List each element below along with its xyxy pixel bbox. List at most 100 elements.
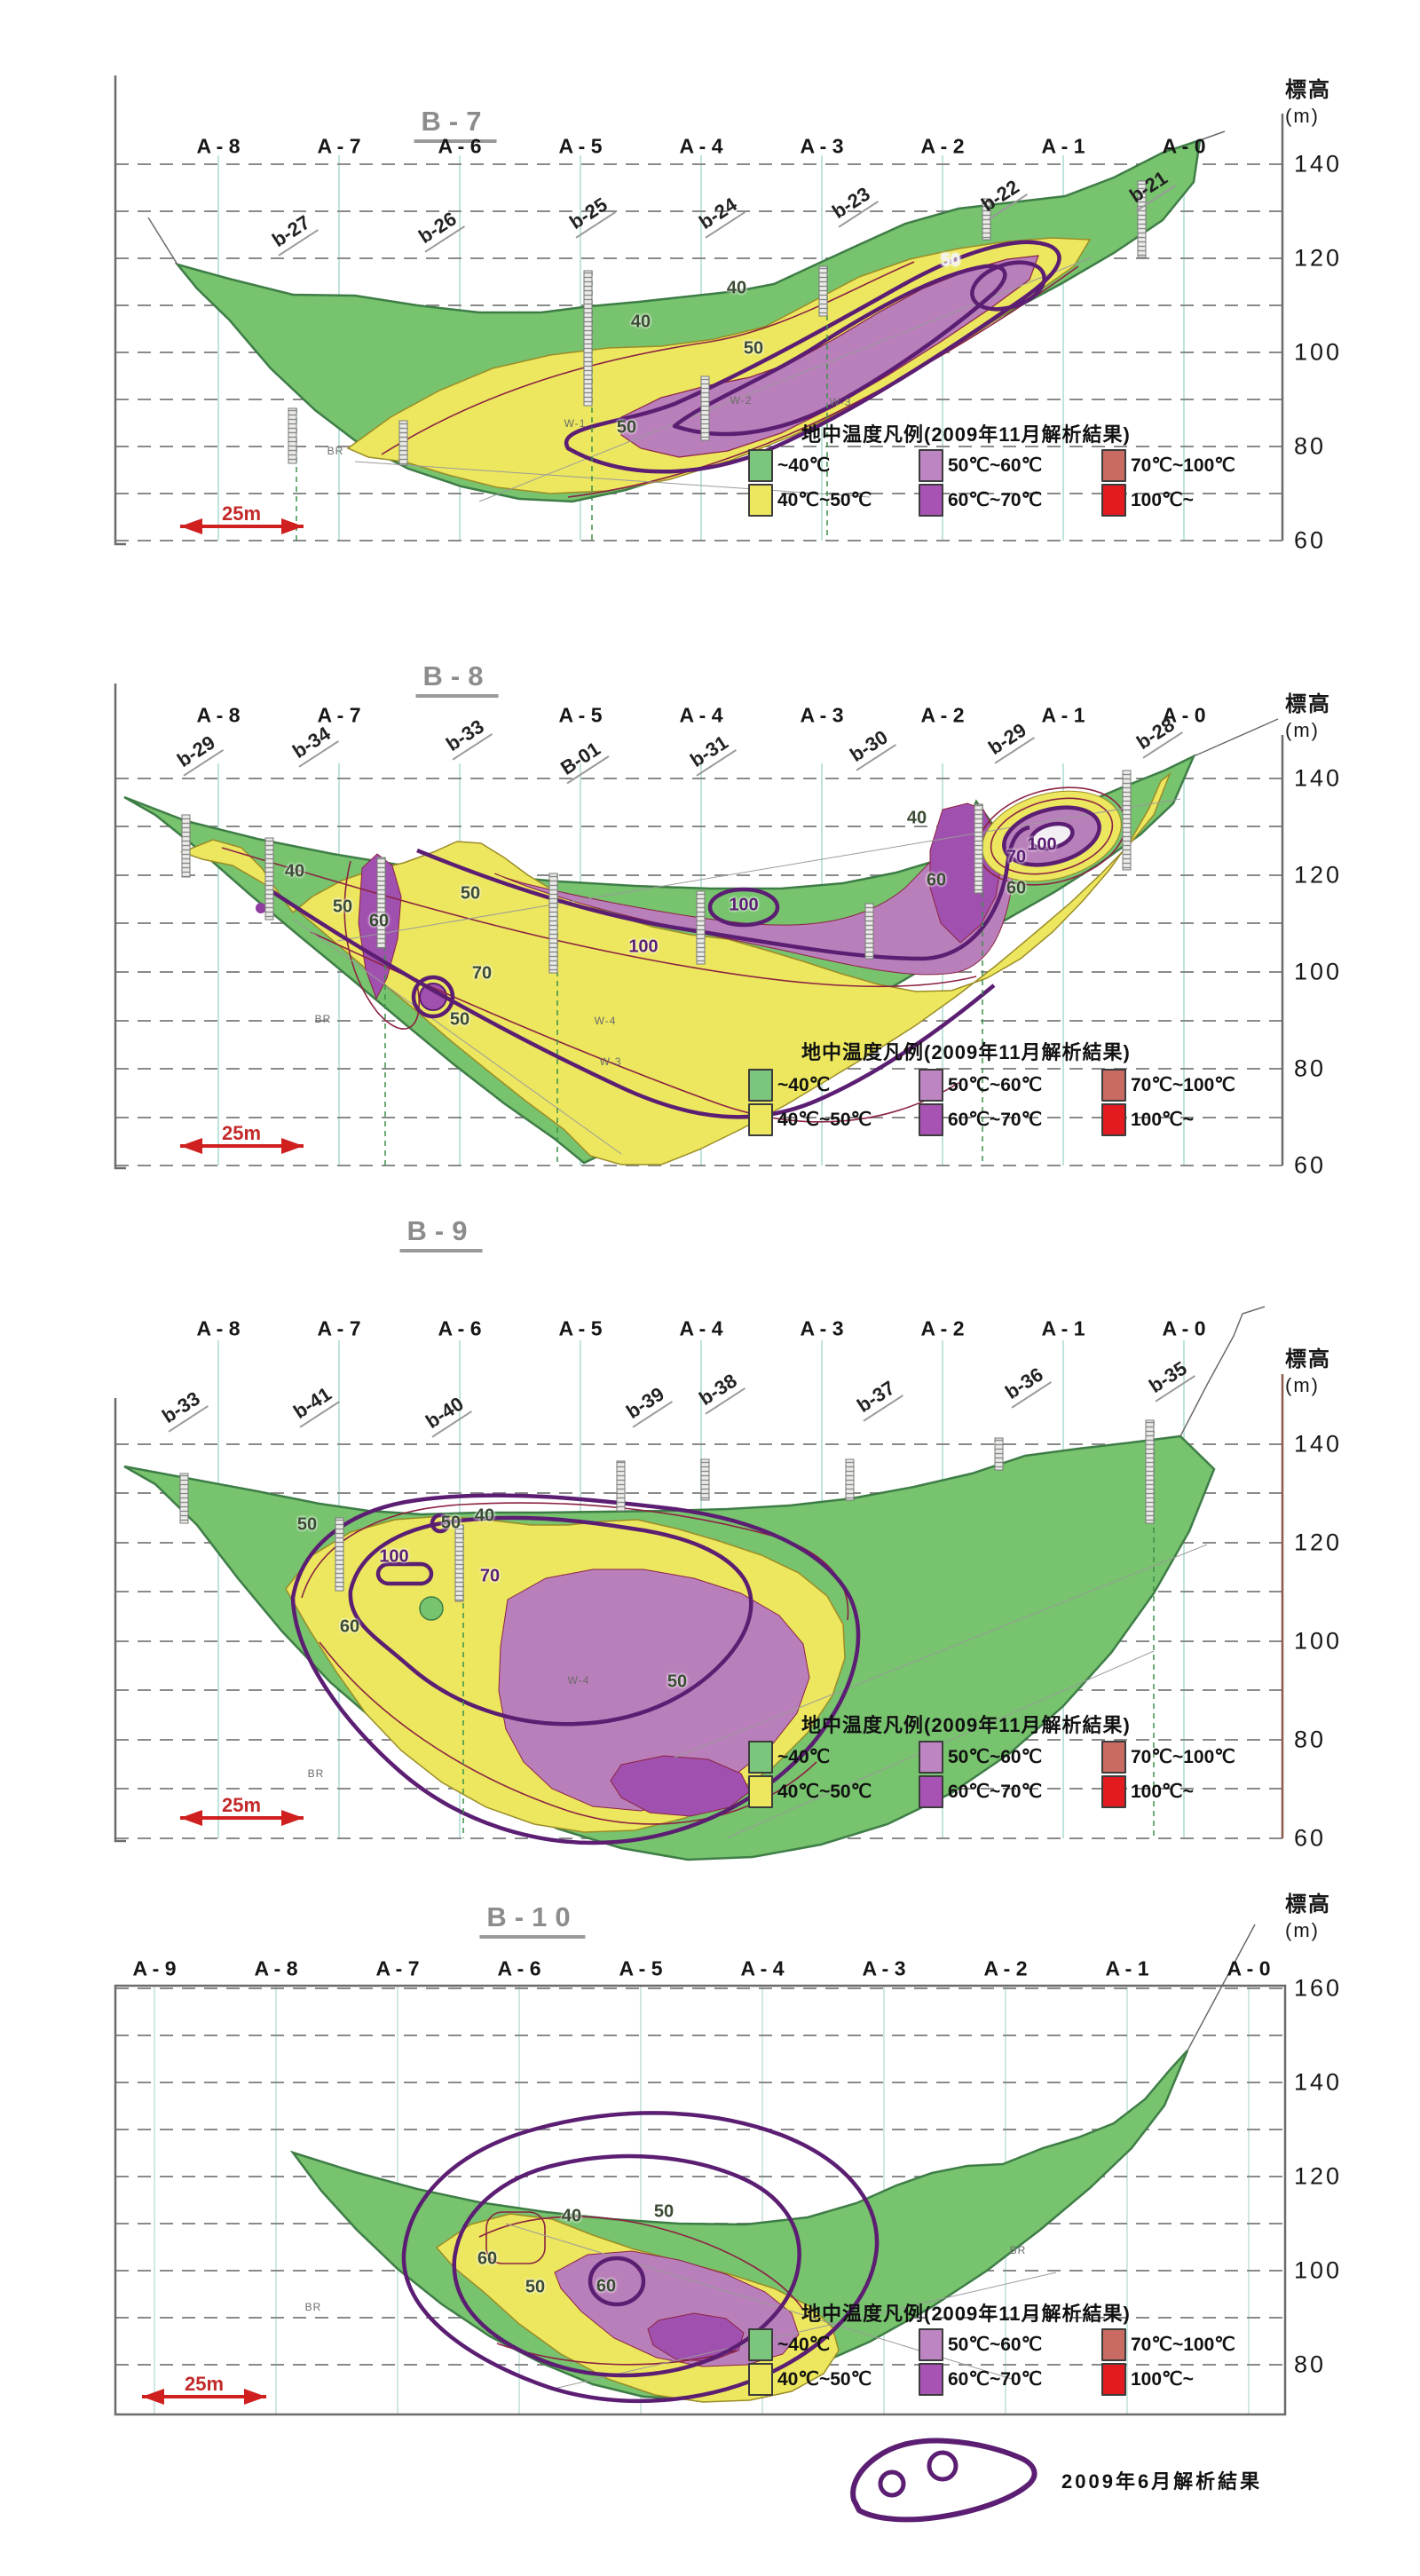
legend-swatch <box>919 1741 943 1774</box>
panel-title-b7: B-7 <box>414 106 497 143</box>
legend-label: 40℃~50℃ <box>777 2369 872 2390</box>
legend-swatch <box>748 1103 773 1136</box>
contour-label: 60 <box>368 911 390 931</box>
elevation-tick: 120 <box>1294 2162 1343 2190</box>
legend-swatch <box>1101 2328 1126 2361</box>
column-label: A - 3 <box>862 1956 906 1980</box>
contour-label: 50 <box>525 2277 546 2297</box>
legend-b7: ~40℃ 50℃~60℃ 70℃~100℃ 40℃~50℃ 60℃~70℃ 100℃~ <box>748 448 1295 518</box>
column-label: A - 3 <box>800 1316 844 1340</box>
b8-left-axis <box>114 684 126 1170</box>
legend-swatch <box>919 1069 943 1102</box>
elevation-axis-title-b10: 標高 (m) <box>1285 1891 1331 1944</box>
legend-swatch <box>919 449 943 482</box>
legend-title-b8: 地中温度凡例(2009年11月解析結果) <box>801 1041 1131 1063</box>
legend-label: ~40℃ <box>777 1747 831 1767</box>
b8-spot-2 <box>256 903 266 913</box>
legend-title-b10: 地中温度凡例(2009年11月解析結果) <box>801 2303 1131 2325</box>
column-label: A - 0 <box>1227 1956 1271 1980</box>
legend-item: ~40℃ <box>748 1068 919 1102</box>
elevation-tick: 120 <box>1294 861 1343 889</box>
rock-mark-label: W-3 <box>829 396 852 408</box>
legend-swatch <box>748 449 773 482</box>
elevation-tick: 100 <box>1294 2256 1343 2284</box>
elevation-tick: 140 <box>1294 150 1343 178</box>
legend-item: 60℃~70℃ <box>919 483 1101 518</box>
legend-item: 60℃~70℃ <box>919 1774 1101 1809</box>
scale-label-b7: 25m <box>221 502 262 525</box>
column-label: A - 7 <box>317 134 361 158</box>
legend-item: 50℃~60℃ <box>919 2327 1101 2362</box>
elevation-tick: 140 <box>1294 2068 1343 2096</box>
column-label: A - 8 <box>196 703 241 727</box>
legend-label: 100℃~ <box>1131 1110 1194 1130</box>
contour-label: 40 <box>474 1505 495 1526</box>
legend-item: 70℃~100℃ <box>1101 1068 1295 1102</box>
rock-mark-label: W-4 <box>594 1015 617 1027</box>
axis-label: 標高 <box>1285 78 1331 102</box>
column-label: A - 8 <box>254 1956 298 1980</box>
b8-section <box>114 684 1284 1170</box>
legend-title-b9: 地中温度凡例(2009年11月解析結果) <box>801 1714 1131 1736</box>
b7-section <box>114 75 1284 546</box>
column-label: A - 2 <box>920 134 965 158</box>
contour-label: 100 <box>628 936 659 957</box>
legend-b10: ~40℃ 50℃~60℃ 70℃~100℃ 40℃~50℃ 60℃~70℃ 100℃~ <box>748 2327 1295 2397</box>
elevation-tick: 60 <box>1294 1824 1327 1852</box>
column-label: A - 0 <box>1162 703 1206 727</box>
elevation-axis-title-b8: 標高 (m) <box>1285 691 1331 744</box>
scale-label-b8: 25m <box>221 1122 262 1144</box>
legend-label: 40℃~50℃ <box>777 1110 872 1130</box>
legend-item: 40℃~50℃ <box>748 2362 919 2397</box>
legend-title-b7: 地中温度凡例(2009年11月解析結果) <box>801 423 1131 446</box>
elevation-tick: 100 <box>1294 338 1343 366</box>
column-label: A - 0 <box>1162 134 1206 158</box>
column-label: A - 2 <box>920 703 965 727</box>
legend-item: 50℃~60℃ <box>919 1740 1101 1774</box>
legend-label: 40℃~50℃ <box>777 1782 872 1802</box>
b8-thin-contours <box>221 786 1126 1123</box>
legend-item: ~40℃ <box>748 2327 919 2362</box>
b10-frame <box>114 1984 1287 2416</box>
b8-ring-core <box>1032 825 1071 848</box>
legend-swatch <box>1101 449 1126 482</box>
column-label: A - 6 <box>438 1316 482 1340</box>
legend-swatch <box>919 484 943 517</box>
column-label: A - 2 <box>983 1956 1028 1980</box>
contour-label: 40 <box>630 312 651 332</box>
legend-swatch <box>919 1103 943 1136</box>
column-label: A - 3 <box>800 134 844 158</box>
contour-label: 40 <box>906 808 927 828</box>
elevation-tick: 100 <box>1294 1627 1343 1655</box>
rock-mark-label: BR <box>307 1767 325 1780</box>
column-label: A - 0 <box>1162 1316 1206 1340</box>
column-label: A - 1 <box>1041 1316 1085 1340</box>
b10-section <box>114 1924 1287 2416</box>
b9-june-contours <box>290 1493 861 1845</box>
rock-mark-label: BR <box>304 2301 322 2313</box>
june-result-label: 2009年6月解析結果 <box>1061 2470 1263 2493</box>
b9-thin-contours <box>301 1502 849 1825</box>
contour-label: 100 <box>729 895 759 915</box>
legend-label: 70℃~100℃ <box>1131 1747 1235 1767</box>
legend-item: ~40℃ <box>748 1740 919 1774</box>
elevation-tick: 80 <box>1294 432 1327 460</box>
legend-label: 70℃~100℃ <box>1131 1075 1235 1095</box>
b9-borehole-logs <box>179 1419 1155 1602</box>
contour-label: 60 <box>596 2276 617 2296</box>
contour-label: 50 <box>460 883 481 904</box>
b7-borehole-logs <box>288 180 1147 466</box>
b9-scale-bar <box>180 1810 304 1826</box>
scale-label-b10: 25m <box>184 2373 225 2395</box>
legend-item: 60℃~70℃ <box>919 2362 1101 2397</box>
legend-item: 100℃~ <box>1101 1774 1295 1809</box>
rock-mark-label: BR <box>314 1013 332 1025</box>
elevation-axis-title-b7: 標高 (m) <box>1285 76 1331 130</box>
axis-unit: (m) <box>1285 719 1320 742</box>
legend-swatch <box>748 484 773 517</box>
column-label: A - 6 <box>497 1956 541 1980</box>
b9-green-window <box>419 1596 444 1621</box>
legend-swatch <box>919 2363 943 2396</box>
june-result-symbol <box>850 2438 1037 2523</box>
